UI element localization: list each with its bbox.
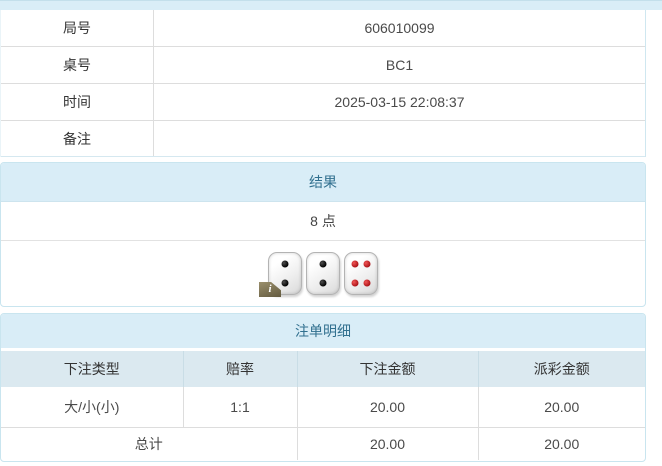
round-id-label: 局号 xyxy=(1,10,154,46)
table-id-value: BC1 xyxy=(385,57,414,73)
remark-label: 备注 xyxy=(1,121,154,156)
total-label-cell: 总计 xyxy=(134,435,163,452)
die-face-2: i xyxy=(259,252,302,297)
result-panel-title: 结果 xyxy=(1,163,645,202)
die-dot xyxy=(363,279,371,287)
total-bet-amount-cell: 20.00 xyxy=(296,427,478,460)
odds-cell: 1:1 xyxy=(182,387,297,428)
die-dot xyxy=(363,260,371,268)
table-id-label: 桌号 xyxy=(1,47,154,83)
time-row: 时间 2025-03-15 22:08:37 xyxy=(1,84,645,121)
time-label: 时间 xyxy=(1,84,154,120)
bets-panel-title: 注单明细 xyxy=(1,314,645,351)
round-info-table: 局号 606010099 桌号 BC1 时间 2025-03-15 22:08:… xyxy=(0,10,646,157)
payout-cell: 20.00 xyxy=(477,387,645,428)
die-face-2 xyxy=(306,252,340,295)
total-row: 总计 20.00 20.00 xyxy=(1,427,645,460)
total-payout-cell: 20.00 xyxy=(477,427,645,460)
table-id-row: 桌号 BC1 xyxy=(1,47,645,84)
remark-row: 备注 xyxy=(1,121,645,157)
die-dot xyxy=(319,279,327,287)
remark-value xyxy=(154,121,645,156)
bet-type-cell: 大/小(小) xyxy=(1,387,183,428)
dice-row: i xyxy=(1,241,645,306)
die-face-4 xyxy=(344,252,378,295)
col-header-bet-amount: 下注金额 xyxy=(296,351,478,387)
bets-panel: 注单明细 下注类型 赔率 下注金额 派彩金额 大/小(小) 1:1 20.00 … xyxy=(0,313,646,462)
result-panel: 结果 8 点 i xyxy=(0,162,646,307)
bets-table: 下注类型 赔率 下注金额 派彩金额 大/小(小) 1:1 20.00 20.00… xyxy=(1,351,645,460)
col-header-payout: 派彩金额 xyxy=(477,351,645,387)
bets-header-row: 下注类型 赔率 下注金额 派彩金额 xyxy=(1,351,645,387)
die-dot xyxy=(351,260,359,268)
round-id-value: 606010099 xyxy=(364,20,435,36)
die-dot xyxy=(351,279,359,287)
time-value: 2025-03-15 22:08:37 xyxy=(334,94,465,110)
die-dot xyxy=(281,260,289,268)
round-id-row: 局号 606010099 xyxy=(1,10,645,47)
col-header-odds: 赔率 xyxy=(182,351,297,387)
info-icon[interactable]: i xyxy=(259,282,281,297)
cropped-header-strip xyxy=(0,0,662,10)
die-dot xyxy=(281,279,289,287)
col-header-bet-type: 下注类型 xyxy=(1,351,183,387)
bet-amount-cell: 20.00 xyxy=(296,387,478,428)
result-points: 8 点 xyxy=(1,202,645,241)
bet-row: 大/小(小) 1:1 20.00 20.00 xyxy=(1,387,645,428)
die-dot xyxy=(319,260,327,268)
